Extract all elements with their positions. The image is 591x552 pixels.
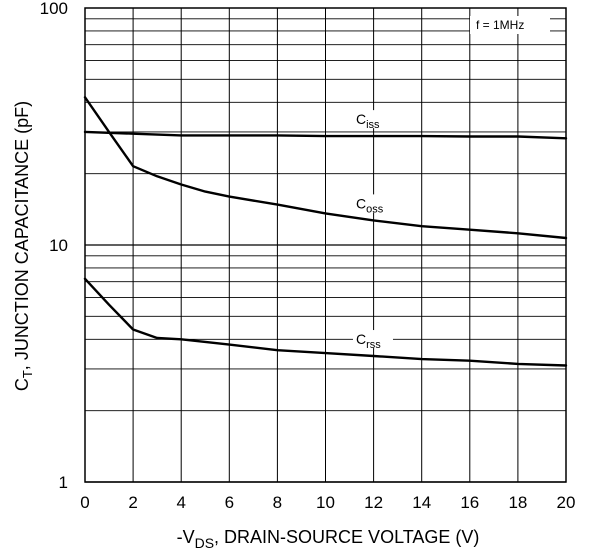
x-tick-label: 2	[128, 493, 137, 512]
series-label-oss: Coss	[356, 195, 384, 215]
series-label-sub: iss	[366, 119, 380, 131]
series-label-bg	[352, 194, 393, 213]
series-label-sub: oss	[366, 203, 384, 215]
y-axis-title: CT, JUNCTION CAPACITANCE (pF)	[12, 101, 35, 391]
y-axis-title-sub: T	[20, 370, 35, 378]
x-tick-label: 6	[225, 493, 234, 512]
frequency-annotation-box	[470, 16, 550, 34]
series-label-main: C	[356, 111, 366, 127]
x-axis-title-rest: , DRAIN-SOURCE VOLTAGE (V)	[214, 527, 479, 547]
series-label-rss: Crss	[356, 331, 381, 351]
x-axis-title: -VDS, DRAIN-SOURCE VOLTAGE (V)	[177, 527, 480, 551]
series-label-main: C	[356, 195, 366, 211]
x-tick-label: 10	[316, 493, 335, 512]
series-line-iss	[83, 130, 568, 140]
x-axis-title-sub: DS	[195, 535, 214, 551]
x-tick-label: 16	[460, 493, 479, 512]
series-lines	[83, 96, 568, 367]
x-tick-label: 20	[557, 493, 576, 512]
series-label-main: C	[356, 331, 366, 347]
x-tick-label: 8	[273, 493, 282, 512]
series-line-oss	[83, 96, 568, 240]
x-tick-label: 14	[412, 493, 431, 512]
y-tick-label: 10	[49, 236, 68, 255]
series-label-sub: rss	[366, 339, 381, 351]
y-tick-label: 100	[40, 0, 68, 18]
y-tick-label: 1	[59, 473, 68, 492]
series-label-bg	[352, 330, 393, 349]
plot-frame	[84, 7, 567, 483]
frequency-annotation: f = 1MHz	[476, 18, 524, 32]
x-tick-label: 4	[176, 493, 185, 512]
y-axis-title-main: C	[12, 378, 32, 391]
series-label-iss: Ciss	[356, 111, 380, 131]
series-line-rss	[83, 277, 568, 367]
x-tick-label: 0	[80, 493, 89, 512]
series-label-bg	[352, 110, 393, 129]
grid	[84, 7, 567, 483]
y-axis-title-rest: , JUNCTION CAPACITANCE (pF)	[12, 101, 32, 370]
x-axis-title-pre: -V	[177, 527, 195, 547]
x-tick-label: 18	[508, 493, 527, 512]
x-tick-label: 12	[364, 493, 383, 512]
tick-labels: 0 2 4 6 8 10 12 14 16 18 20 1 10 100	[40, 0, 576, 512]
